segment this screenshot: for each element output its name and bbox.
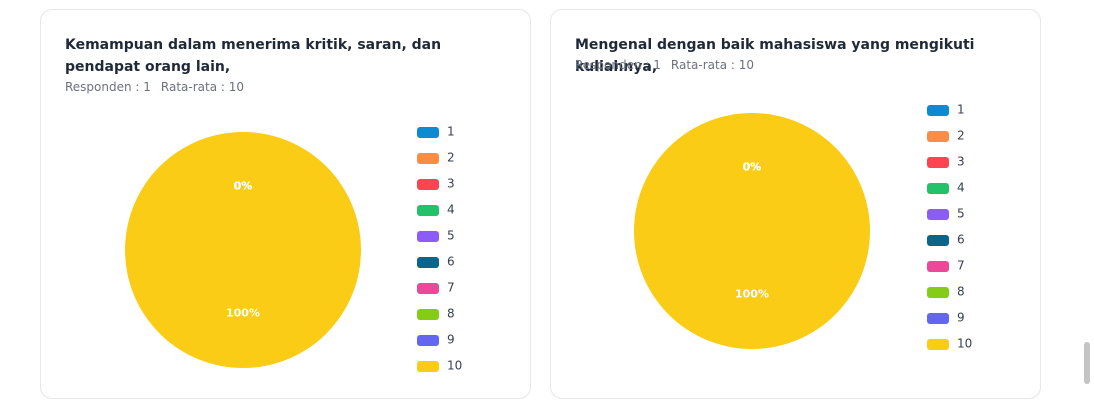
chart-card: Mengenal dengan baik mahasiswa yang meng…: [550, 9, 1041, 399]
data-label: 0%: [743, 160, 762, 173]
data-label: 0%: [234, 179, 253, 192]
average: Rata-rata : 10: [160, 80, 245, 94]
legend-swatch: [417, 205, 439, 216]
pie-slice: [125, 132, 361, 368]
legend-swatch: [927, 261, 949, 272]
legend-label: 5: [957, 207, 965, 221]
legend-label: 9: [447, 333, 455, 347]
legend-swatch: [927, 209, 949, 220]
data-label: 0%: [234, 179, 253, 192]
data-label: 0%: [743, 160, 762, 173]
legend-label: 3: [447, 177, 455, 191]
average: Rata-rata : 10: [670, 58, 755, 72]
legend-label: 8: [957, 285, 965, 299]
legend-swatch: [927, 131, 949, 142]
legend-label: 4: [957, 181, 965, 195]
data-label: 0%: [234, 179, 253, 192]
legend-label: 8: [447, 307, 455, 321]
legend-swatch: [927, 183, 949, 194]
data-label: 0%: [234, 179, 253, 192]
data-label: 0%: [234, 179, 253, 192]
chart-card: Kemampuan dalam menerima kritik, saran, …: [40, 9, 531, 399]
legend-swatch: [417, 179, 439, 190]
legend-swatch: [417, 257, 439, 268]
data-label: 0%: [234, 179, 253, 192]
chart-subtitle: Responden : 1 Rata-rata : 10: [65, 80, 254, 94]
legend-swatch: [417, 127, 439, 138]
data-label: 100%: [226, 307, 260, 320]
legend-swatch: [927, 105, 949, 116]
chart-title: Mengenal dengan baik mahasiswa yang meng…: [575, 37, 975, 75]
data-label: 0%: [234, 179, 253, 192]
data-label: 100%: [735, 288, 769, 301]
legend-swatch: [417, 309, 439, 320]
legend-swatch: [417, 335, 439, 346]
legend-swatch: [417, 361, 439, 372]
legend-label: 6: [447, 255, 455, 269]
legend-label: 10: [447, 359, 462, 373]
legend-label: 7: [447, 281, 455, 295]
legend-swatch: [927, 339, 949, 350]
legend-swatch: [417, 231, 439, 242]
legend-swatch: [927, 235, 949, 246]
legend-label: 5: [447, 229, 455, 243]
data-label: 0%: [234, 179, 253, 192]
legend-label: 7: [957, 259, 965, 273]
data-label: 0%: [743, 160, 762, 173]
pie-slice: [634, 113, 870, 349]
legend-label: 3: [957, 155, 965, 169]
data-label: 0%: [743, 160, 762, 173]
legend-label: 1: [957, 103, 965, 117]
legend-label: 10: [957, 337, 972, 351]
scrollbar[interactable]: [1084, 342, 1090, 384]
legend-label: 9: [957, 311, 965, 325]
legend-swatch: [417, 153, 439, 164]
respondents: Responden : 1: [65, 80, 151, 94]
legend-label: 4: [447, 203, 455, 217]
legend-label: 1: [447, 125, 455, 139]
legend-label: 6: [957, 233, 965, 247]
legend-swatch: [927, 313, 949, 324]
chart-title: Kemampuan dalam menerima kritik, saran, …: [65, 37, 442, 75]
legend-swatch: [417, 283, 439, 294]
data-label: 0%: [743, 160, 762, 173]
chart-subtitle: Responden : 1 Rata-rata : 10: [575, 58, 764, 72]
data-label: 0%: [743, 160, 762, 173]
data-label: 0%: [743, 160, 762, 173]
legend-label: 2: [957, 129, 965, 143]
data-label: 0%: [743, 160, 762, 173]
legend-label: 2: [447, 151, 455, 165]
data-label: 0%: [743, 160, 762, 173]
respondents: Responden : 1: [575, 58, 661, 72]
legend-swatch: [927, 287, 949, 298]
legend-swatch: [927, 157, 949, 168]
data-label: 0%: [234, 179, 253, 192]
